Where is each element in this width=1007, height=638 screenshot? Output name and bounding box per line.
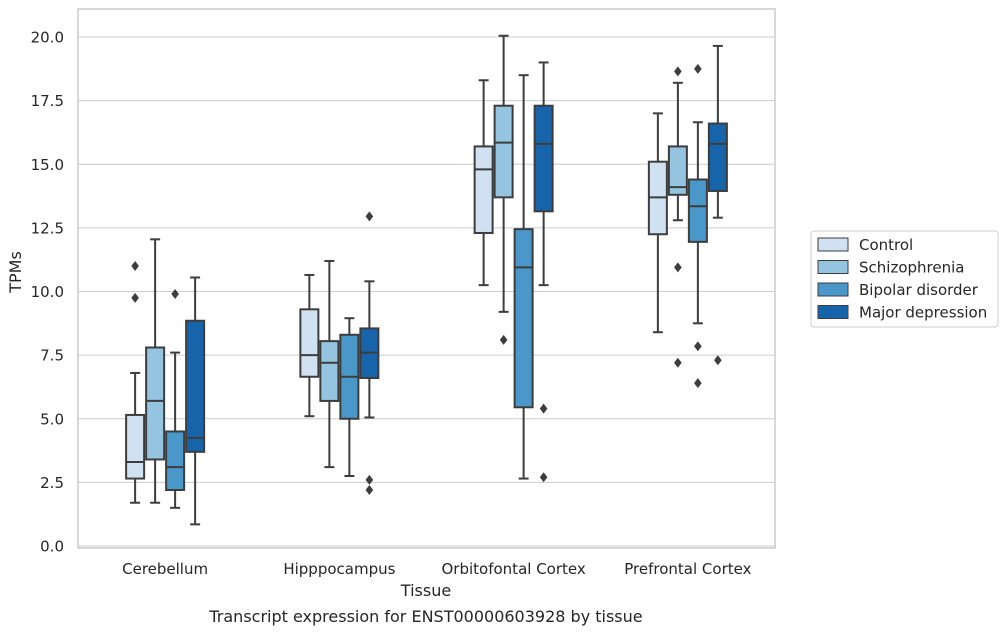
outlier-point bbox=[365, 485, 374, 496]
chart-caption: Transcript expression for ENST0000060392… bbox=[208, 607, 642, 626]
box-group bbox=[667, 66, 688, 368]
outlier-point bbox=[694, 378, 702, 389]
y-tick-label: 15.0 bbox=[31, 156, 64, 174]
box-group bbox=[319, 259, 340, 469]
outlier-point bbox=[674, 357, 682, 368]
box bbox=[707, 122, 728, 192]
legend-item: Schizophrenia bbox=[817, 259, 964, 277]
legend-label: Control bbox=[859, 236, 913, 254]
outlier-point bbox=[131, 292, 139, 303]
outlier-point bbox=[714, 355, 722, 366]
box-group bbox=[473, 79, 494, 287]
y-tick-label: 5.0 bbox=[40, 410, 64, 428]
box-group bbox=[145, 238, 166, 504]
box-group bbox=[359, 211, 380, 496]
y-tick-label: 17.5 bbox=[31, 92, 64, 110]
outlier-point bbox=[365, 474, 374, 485]
plot-frame bbox=[77, 8, 776, 549]
x-tick-label: Orbitofontal Cortex bbox=[442, 560, 586, 578]
box-group bbox=[513, 74, 534, 480]
x-axis-label: Tissue bbox=[400, 581, 451, 600]
outlier-point bbox=[131, 261, 139, 272]
outlier-point bbox=[674, 262, 682, 273]
box-group bbox=[707, 44, 728, 366]
box-group bbox=[299, 273, 320, 418]
outlier-point bbox=[694, 341, 702, 352]
outlier-point bbox=[674, 66, 682, 77]
box bbox=[185, 319, 206, 453]
box bbox=[319, 340, 340, 402]
legend-item: Control bbox=[817, 236, 913, 254]
legend-label: Schizophrenia bbox=[859, 259, 964, 277]
legend-swatch bbox=[817, 282, 849, 297]
box-series bbox=[125, 34, 728, 526]
y-tick-label: 2.5 bbox=[40, 474, 64, 492]
plot-border bbox=[77, 8, 776, 549]
y-tick-labels: 0.0 2.5 5.0 7.5 10.0 12.5 15.0 17.5 20.0 bbox=[31, 29, 64, 556]
box bbox=[667, 145, 688, 196]
box bbox=[493, 104, 514, 199]
legend-swatch bbox=[817, 305, 849, 319]
box bbox=[513, 228, 534, 409]
x-tick-label: Hipppocampus bbox=[283, 560, 395, 578]
box bbox=[165, 430, 186, 492]
outlier-point bbox=[365, 211, 374, 222]
x-tick-labels: Cerebellum Hipppocampus Orbitofontal Corte… bbox=[122, 560, 751, 578]
box-group bbox=[165, 289, 186, 509]
box-group bbox=[493, 34, 514, 345]
legend: Control Schizophrenia Bipolar disorder Majo… bbox=[810, 230, 999, 328]
box-group bbox=[185, 276, 206, 526]
x-tick-label: Cerebellum bbox=[122, 560, 208, 578]
box-group bbox=[533, 61, 554, 483]
outlier-point bbox=[539, 403, 548, 414]
legend-item: Major depression bbox=[817, 304, 987, 322]
box bbox=[533, 104, 554, 213]
outlier-point bbox=[499, 334, 508, 345]
x-tick-label: Prefrontal Cortex bbox=[624, 560, 751, 578]
y-tick-label: 10.0 bbox=[31, 283, 64, 301]
box bbox=[125, 413, 146, 480]
legend-item: Bipolar disorder bbox=[817, 281, 979, 299]
box-group bbox=[687, 63, 708, 389]
y-tick-label: 12.5 bbox=[31, 219, 64, 237]
legend-box bbox=[810, 230, 999, 328]
y-tick-label: 7.5 bbox=[40, 347, 64, 365]
legend-label: Major depression bbox=[859, 304, 987, 322]
outlier-point bbox=[539, 472, 548, 483]
box bbox=[473, 145, 494, 234]
box-group bbox=[125, 261, 146, 504]
box bbox=[145, 346, 166, 461]
box-group bbox=[647, 112, 668, 334]
y-axis-label: TPMs bbox=[6, 251, 25, 294]
y-tick-label: 20.0 bbox=[31, 29, 64, 47]
y-tick-label: 0.0 bbox=[40, 538, 64, 556]
legend-label: Bipolar disorder bbox=[859, 281, 979, 299]
legend-swatch bbox=[817, 260, 849, 274]
box bbox=[687, 178, 708, 243]
outlier-point bbox=[171, 289, 179, 300]
legend-swatch bbox=[817, 237, 849, 252]
outlier-point bbox=[694, 63, 702, 74]
box bbox=[299, 308, 320, 378]
box-group bbox=[339, 317, 360, 478]
